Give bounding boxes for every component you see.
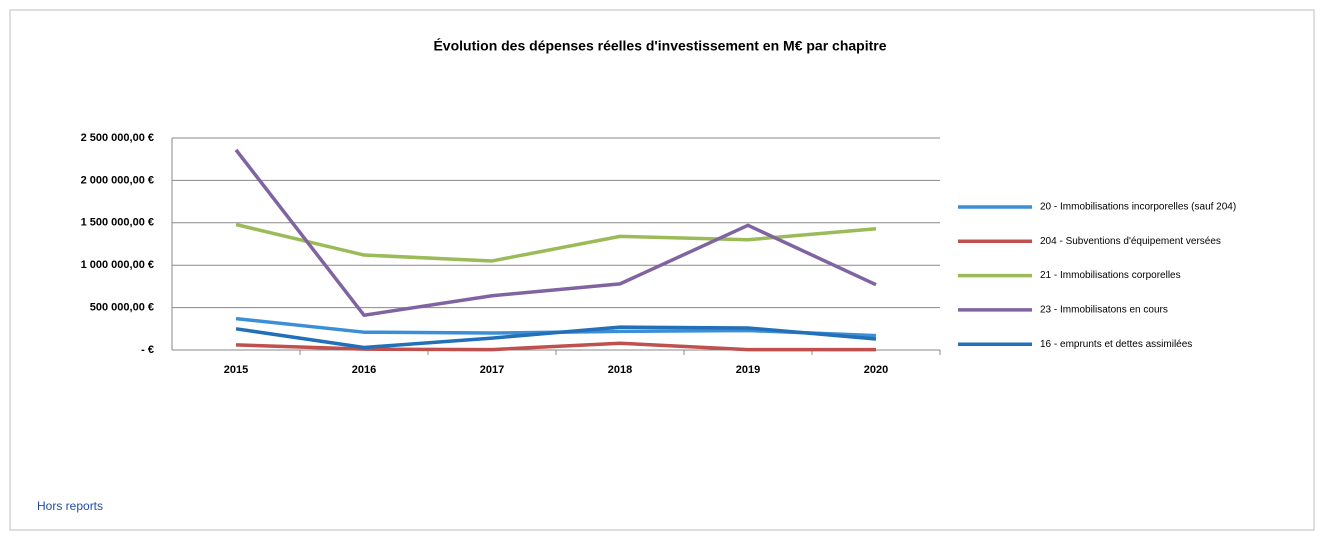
legend-label: 16 - emprunts et dettes assimilées bbox=[1040, 339, 1192, 350]
legend-label: 21 - Immobilisations corporelles bbox=[1040, 270, 1181, 281]
series-line bbox=[235, 325, 877, 350]
legend-label: 204 - Subventions d'équipement versées bbox=[1040, 236, 1221, 247]
x-tick-label: 2020 bbox=[864, 364, 888, 376]
x-tick-label: 2019 bbox=[736, 364, 760, 376]
legend-label: 20 - Immobilisations incorporelles (sauf… bbox=[1040, 202, 1236, 213]
x-tick-label: 2018 bbox=[608, 364, 632, 376]
note: Hors reports bbox=[37, 499, 103, 513]
series-line bbox=[235, 222, 877, 263]
y-tick-label: 1 500 000,00 € bbox=[81, 217, 154, 229]
x-tick-label: 2017 bbox=[480, 364, 504, 376]
series-line bbox=[235, 341, 876, 352]
series-line bbox=[234, 148, 877, 317]
y-tick-label: 500 000,00 € bbox=[90, 302, 154, 314]
x-tick-label: 2015 bbox=[224, 364, 248, 376]
y-tick-label: 1 000 000,00 € bbox=[81, 259, 154, 271]
y-tick-label: 2 000 000,00 € bbox=[81, 174, 154, 186]
y-tick-label: - € bbox=[141, 344, 154, 356]
chart-title: Évolution des dépenses réelles d'investi… bbox=[433, 38, 886, 54]
y-tick-label: 2 500 000,00 € bbox=[81, 132, 154, 144]
chart-frame bbox=[9, 9, 1315, 531]
legend-label: 23 - Immobilisatons en cours bbox=[1040, 305, 1168, 316]
x-tick-label: 2016 bbox=[352, 364, 376, 376]
